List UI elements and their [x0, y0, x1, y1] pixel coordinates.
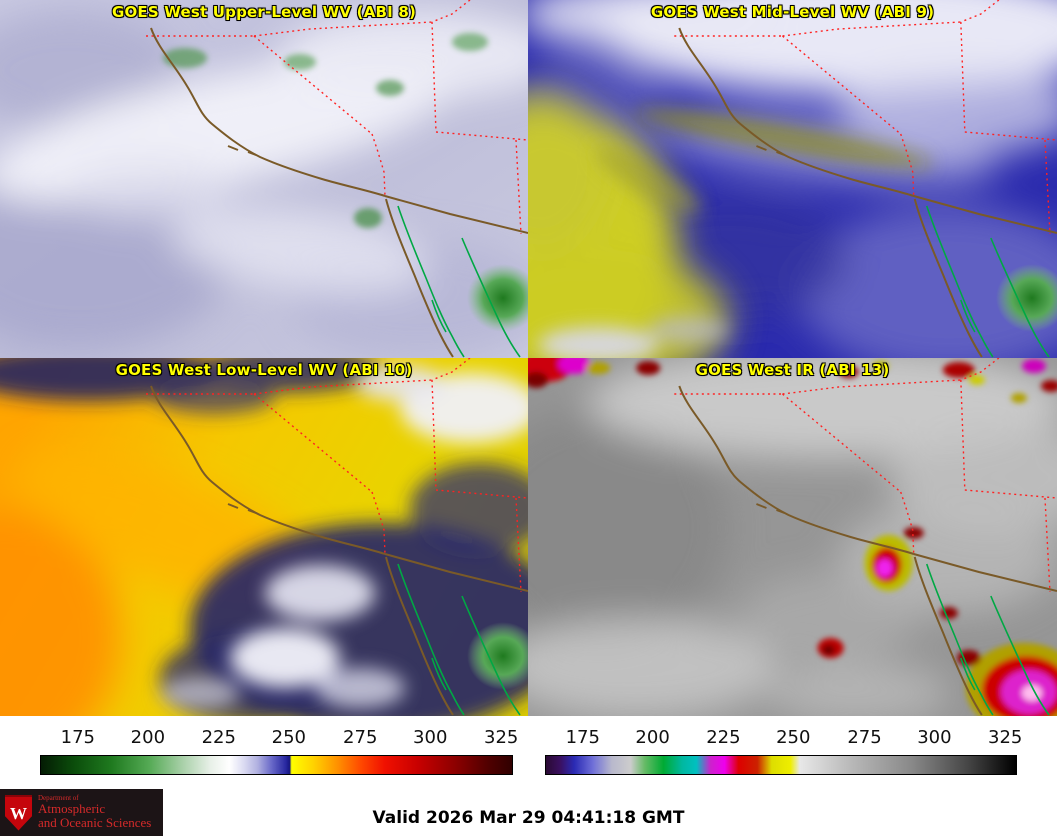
department-line2: Atmospheric [38, 801, 106, 817]
panel-title-upper-level-wv: GOES West Upper-Level WV (ABI 8) [111, 3, 417, 21]
satellite-image-abi8 [0, 0, 528, 358]
panel-ir: GOES West IR (ABI 13) [528, 358, 1057, 716]
wv-colorbar [40, 755, 513, 775]
panel-mid-level-wv: GOES West Mid-Level WV (ABI 9) [528, 0, 1057, 358]
colorbar-tick-label: 325 [988, 727, 1023, 748]
department-line1: Department of [38, 794, 79, 803]
colorbar-tick-label: 325 [483, 727, 519, 748]
colorbar-tick-label: 175 [60, 727, 96, 748]
ir-colorbar-group: 175 200 225 250 275 300 325 [545, 716, 1023, 785]
ir-colorbar-ticks: 175 200 225 250 275 300 325 [545, 727, 1023, 754]
panel-title-low-level-wv: GOES West Low-Level WV (ABI 10) [115, 361, 413, 379]
valid-time-label: Valid 2026 Mar 29 04:41:18 GMT [372, 808, 685, 828]
department-line3: and Oceanic Sciences [38, 815, 152, 831]
colorbar-tick-label: 300 [917, 727, 952, 748]
footer: W Department of Atmospheric and Oceanic … [0, 785, 1057, 836]
panel-title-ir: GOES West IR (ABI 13) [695, 361, 890, 379]
uw-aos-logo: W Department of Atmospheric and Oceanic … [0, 789, 163, 836]
colorbar-tick-label: 275 [343, 727, 378, 748]
panel-title-mid-level-wv: GOES West Mid-Level WV (ABI 9) [650, 3, 935, 21]
uw-crest-icon: W [5, 794, 32, 831]
department-name: Department of Atmospheric and Oceanic Sc… [38, 794, 152, 831]
colorbar-tick-label: 300 [413, 727, 448, 748]
panel-low-level-wv: GOES West Low-Level WV (ABI 10) [0, 358, 528, 716]
uw-crest-letter: W [10, 804, 27, 823]
colorbar-section: 175 200 225 250 275 300 325 175 200 225 250 275 300… [0, 716, 1057, 785]
ir-colorbar [545, 755, 1017, 775]
colorbar-tick-label: 225 [706, 727, 741, 748]
colorbar-tick-label: 200 [635, 727, 670, 748]
colorbar-tick-label: 175 [565, 727, 600, 748]
satellite-image-abi10 [0, 358, 528, 716]
wv-colorbar-group: 175 200 225 250 275 300 325 [40, 716, 519, 785]
colorbar-tick-label: 250 [776, 727, 811, 748]
colorbar-tick-label: 250 [271, 727, 306, 748]
satellite-panel-grid: GOES West Upper-Level WV (ABI 8) [0, 0, 1057, 716]
panel-upper-level-wv: GOES West Upper-Level WV (ABI 8) [0, 0, 528, 358]
satellite-image-abi13 [528, 358, 1057, 716]
colorbar-tick-label: 200 [130, 727, 166, 748]
wv-colorbar-ticks: 175 200 225 250 275 300 325 [40, 727, 519, 754]
satellite-image-abi9 [528, 0, 1057, 358]
colorbar-tick-label: 275 [847, 727, 882, 748]
colorbar-tick-label: 225 [201, 727, 236, 748]
